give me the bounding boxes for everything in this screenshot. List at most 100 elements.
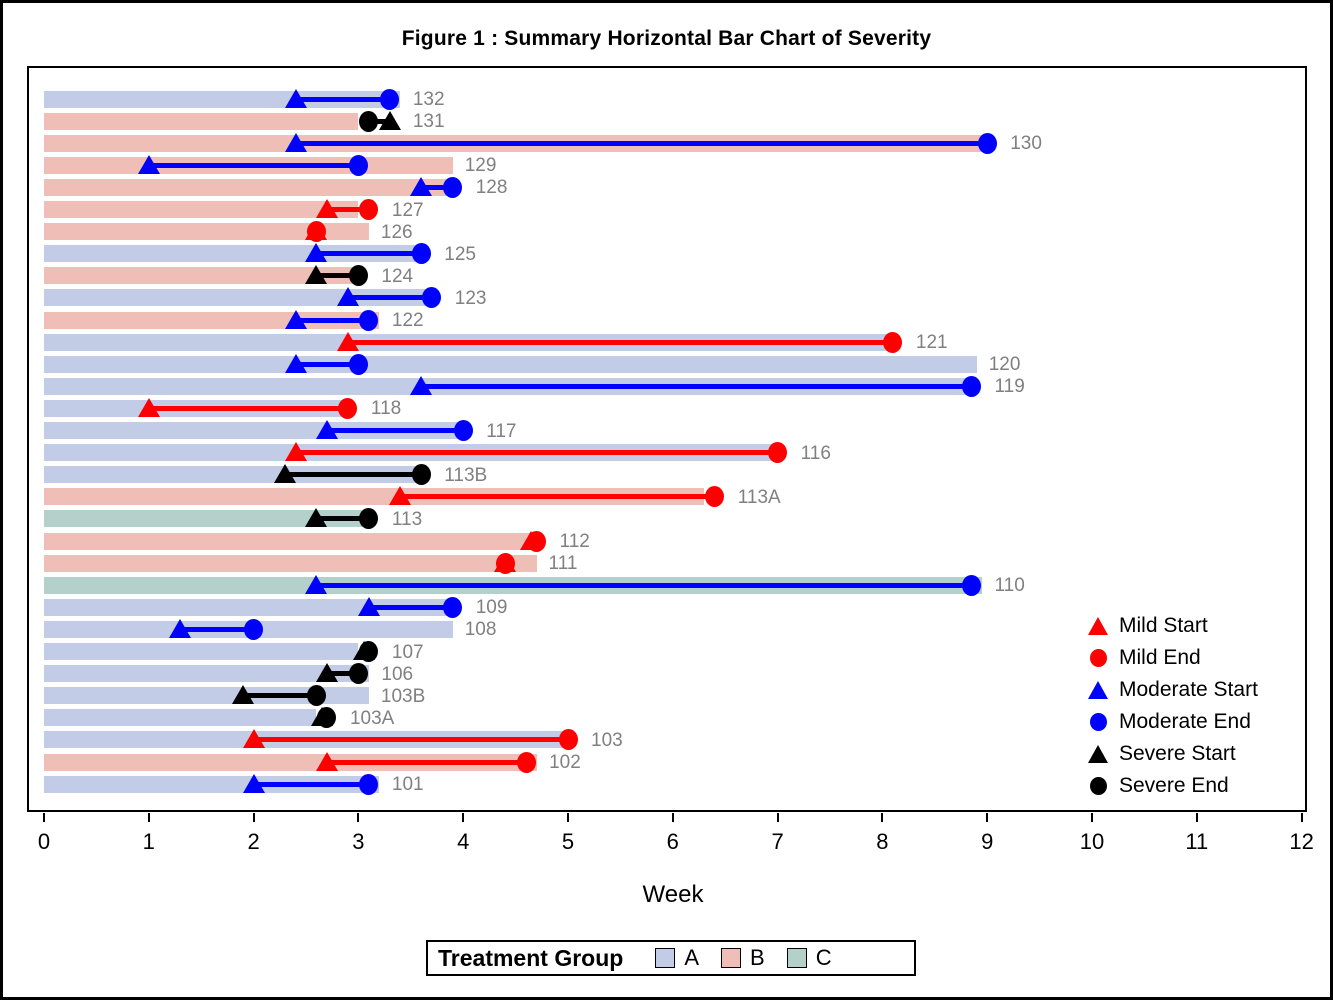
subject-id-label: 123	[454, 287, 487, 309]
subject-id-label: 132	[412, 89, 445, 110]
severity-duration-line-130	[295, 140, 988, 146]
legend-item-label: Severe Start	[1119, 742, 1236, 765]
x-axis-tick-label: 8	[876, 829, 889, 854]
legend-item-label: Mild End	[1119, 646, 1201, 669]
x-axis-tick-label: 4	[457, 829, 470, 854]
severity-duration-line-123	[347, 295, 432, 301]
severity-duration-line-120	[295, 361, 359, 367]
mild-end-marker-111	[495, 552, 515, 574]
severe-end-marker-106	[348, 663, 368, 685]
severe-start-marker-131	[378, 110, 401, 130]
moderate-end-marker-130	[977, 132, 997, 154]
moderate-start-marker-110	[305, 574, 328, 594]
subject-id-label: 108	[464, 619, 497, 641]
mild-end-marker-116	[768, 442, 788, 464]
severity-duration-line-127	[326, 207, 369, 212]
moderate-start-marker-109	[357, 596, 380, 616]
figure-title: Figure 1 : Summary Horizontal Bar Chart …	[401, 27, 932, 50]
plot-area: 132 131 130 129 128 127 126 125 124 123 122 121 120 1…	[27, 66, 1307, 812]
subject-id-label: 130	[1010, 133, 1042, 155]
treatment-bar-102	[44, 753, 537, 771]
treatment-bar-111	[44, 554, 537, 572]
subject-id-label: 102	[549, 752, 581, 773]
treatment-group-item-label: A	[684, 945, 699, 970]
severe-start-marker-113B	[274, 464, 297, 484]
moderate-end-marker-122	[359, 309, 379, 331]
mild-start-marker-113A	[389, 486, 412, 506]
severity-duration-line-119	[421, 383, 972, 389]
x-axis-tick	[1091, 813, 1093, 822]
severe-end-marker-131	[359, 110, 379, 132]
severe-start-marker-106	[315, 663, 338, 683]
severity-duration-line-122	[295, 317, 369, 323]
subject-id-label: 118	[370, 398, 402, 420]
severe-start-marker-113	[305, 508, 328, 528]
mild-end-marker-103	[558, 729, 578, 751]
subject-id-label: 128	[475, 177, 508, 199]
severity-duration-line-110	[316, 582, 972, 588]
moderate-end-marker-132	[380, 88, 400, 110]
legend-item-label: Mild Start	[1119, 614, 1208, 637]
subject-id-label: 103A	[349, 707, 395, 729]
subject-id-label: 127	[391, 199, 424, 221]
treatment-group-item-B: B	[721, 945, 765, 971]
subject-id-label: 125	[444, 243, 476, 265]
moderate-start-marker-108	[169, 618, 192, 638]
moderate-start-marker-132	[284, 88, 307, 108]
circle-icon	[1085, 777, 1111, 795]
severity-duration-line-128	[421, 184, 453, 190]
severity-duration-line-118	[148, 405, 348, 411]
x-axis-tick	[252, 813, 255, 822]
treatment-group-item-label: B	[750, 945, 765, 970]
treatment-group-legend: Treatment Group A B C	[426, 940, 916, 976]
subject-id-label: 103B	[380, 685, 426, 707]
treatment-group-item-C: C	[786, 945, 832, 971]
treatment-bar-124	[44, 267, 359, 285]
treatment-bar-120	[44, 355, 977, 373]
severe-end-marker-113B	[411, 464, 431, 486]
color-swatch	[786, 948, 807, 968]
treatment-bar-103B	[44, 687, 369, 705]
color-swatch	[721, 948, 741, 968]
severity-duration-line-125	[316, 251, 422, 257]
moderate-end-marker-119	[961, 375, 981, 397]
treatment-bar-109	[44, 598, 453, 616]
severe-end-marker-103B	[306, 685, 326, 707]
mild-end-marker-126	[306, 221, 326, 243]
moderate-end-marker-129	[348, 154, 368, 176]
treatment-bar-131	[44, 112, 359, 130]
subject-id-label: 121	[915, 332, 948, 354]
treatment-bar-117	[44, 422, 469, 439]
treatment-bar-106	[44, 665, 369, 683]
mild-end-marker-121	[883, 331, 903, 353]
treatment-bar-113B	[44, 466, 417, 484]
severity-duration-line-116	[295, 450, 778, 456]
circle-icon	[1085, 713, 1111, 731]
legend-item: Severe Start	[1085, 738, 1258, 770]
moderate-start-marker-129	[137, 154, 160, 174]
mild-end-marker-118	[338, 397, 358, 419]
triangle-icon	[1085, 681, 1111, 699]
severity-duration-line-113B	[285, 472, 422, 478]
legend-item-label: Moderate Start	[1119, 678, 1258, 701]
mild-start-marker-116	[284, 442, 307, 462]
mild-end-marker-112	[527, 530, 547, 552]
x-axis-tick-label: 11	[1185, 829, 1209, 854]
severity-marker-legend: Mild Start Mild End Moderate Start Moderate…	[1085, 610, 1258, 802]
treatment-group-item-label: C	[815, 945, 832, 970]
moderate-end-marker-125	[411, 243, 431, 265]
treatment-bar-128	[44, 178, 453, 196]
mild-end-marker-127	[359, 199, 379, 220]
moderate-end-marker-128	[443, 176, 463, 198]
severity-duration-line-121	[347, 339, 893, 345]
legend-item: Moderate End	[1085, 706, 1258, 738]
subject-id-label: 122	[391, 310, 424, 331]
treatment-group-item-A: A	[655, 945, 699, 971]
x-axis-tick	[43, 813, 45, 822]
legend-item: Mild End	[1085, 642, 1258, 674]
moderate-start-marker-128	[410, 176, 433, 196]
x-axis-tick	[1195, 813, 1198, 822]
treatment-bar-112	[44, 532, 542, 550]
x-axis-tick-label: 10	[1079, 829, 1105, 854]
x-axis-tick-label: 1	[142, 829, 155, 854]
